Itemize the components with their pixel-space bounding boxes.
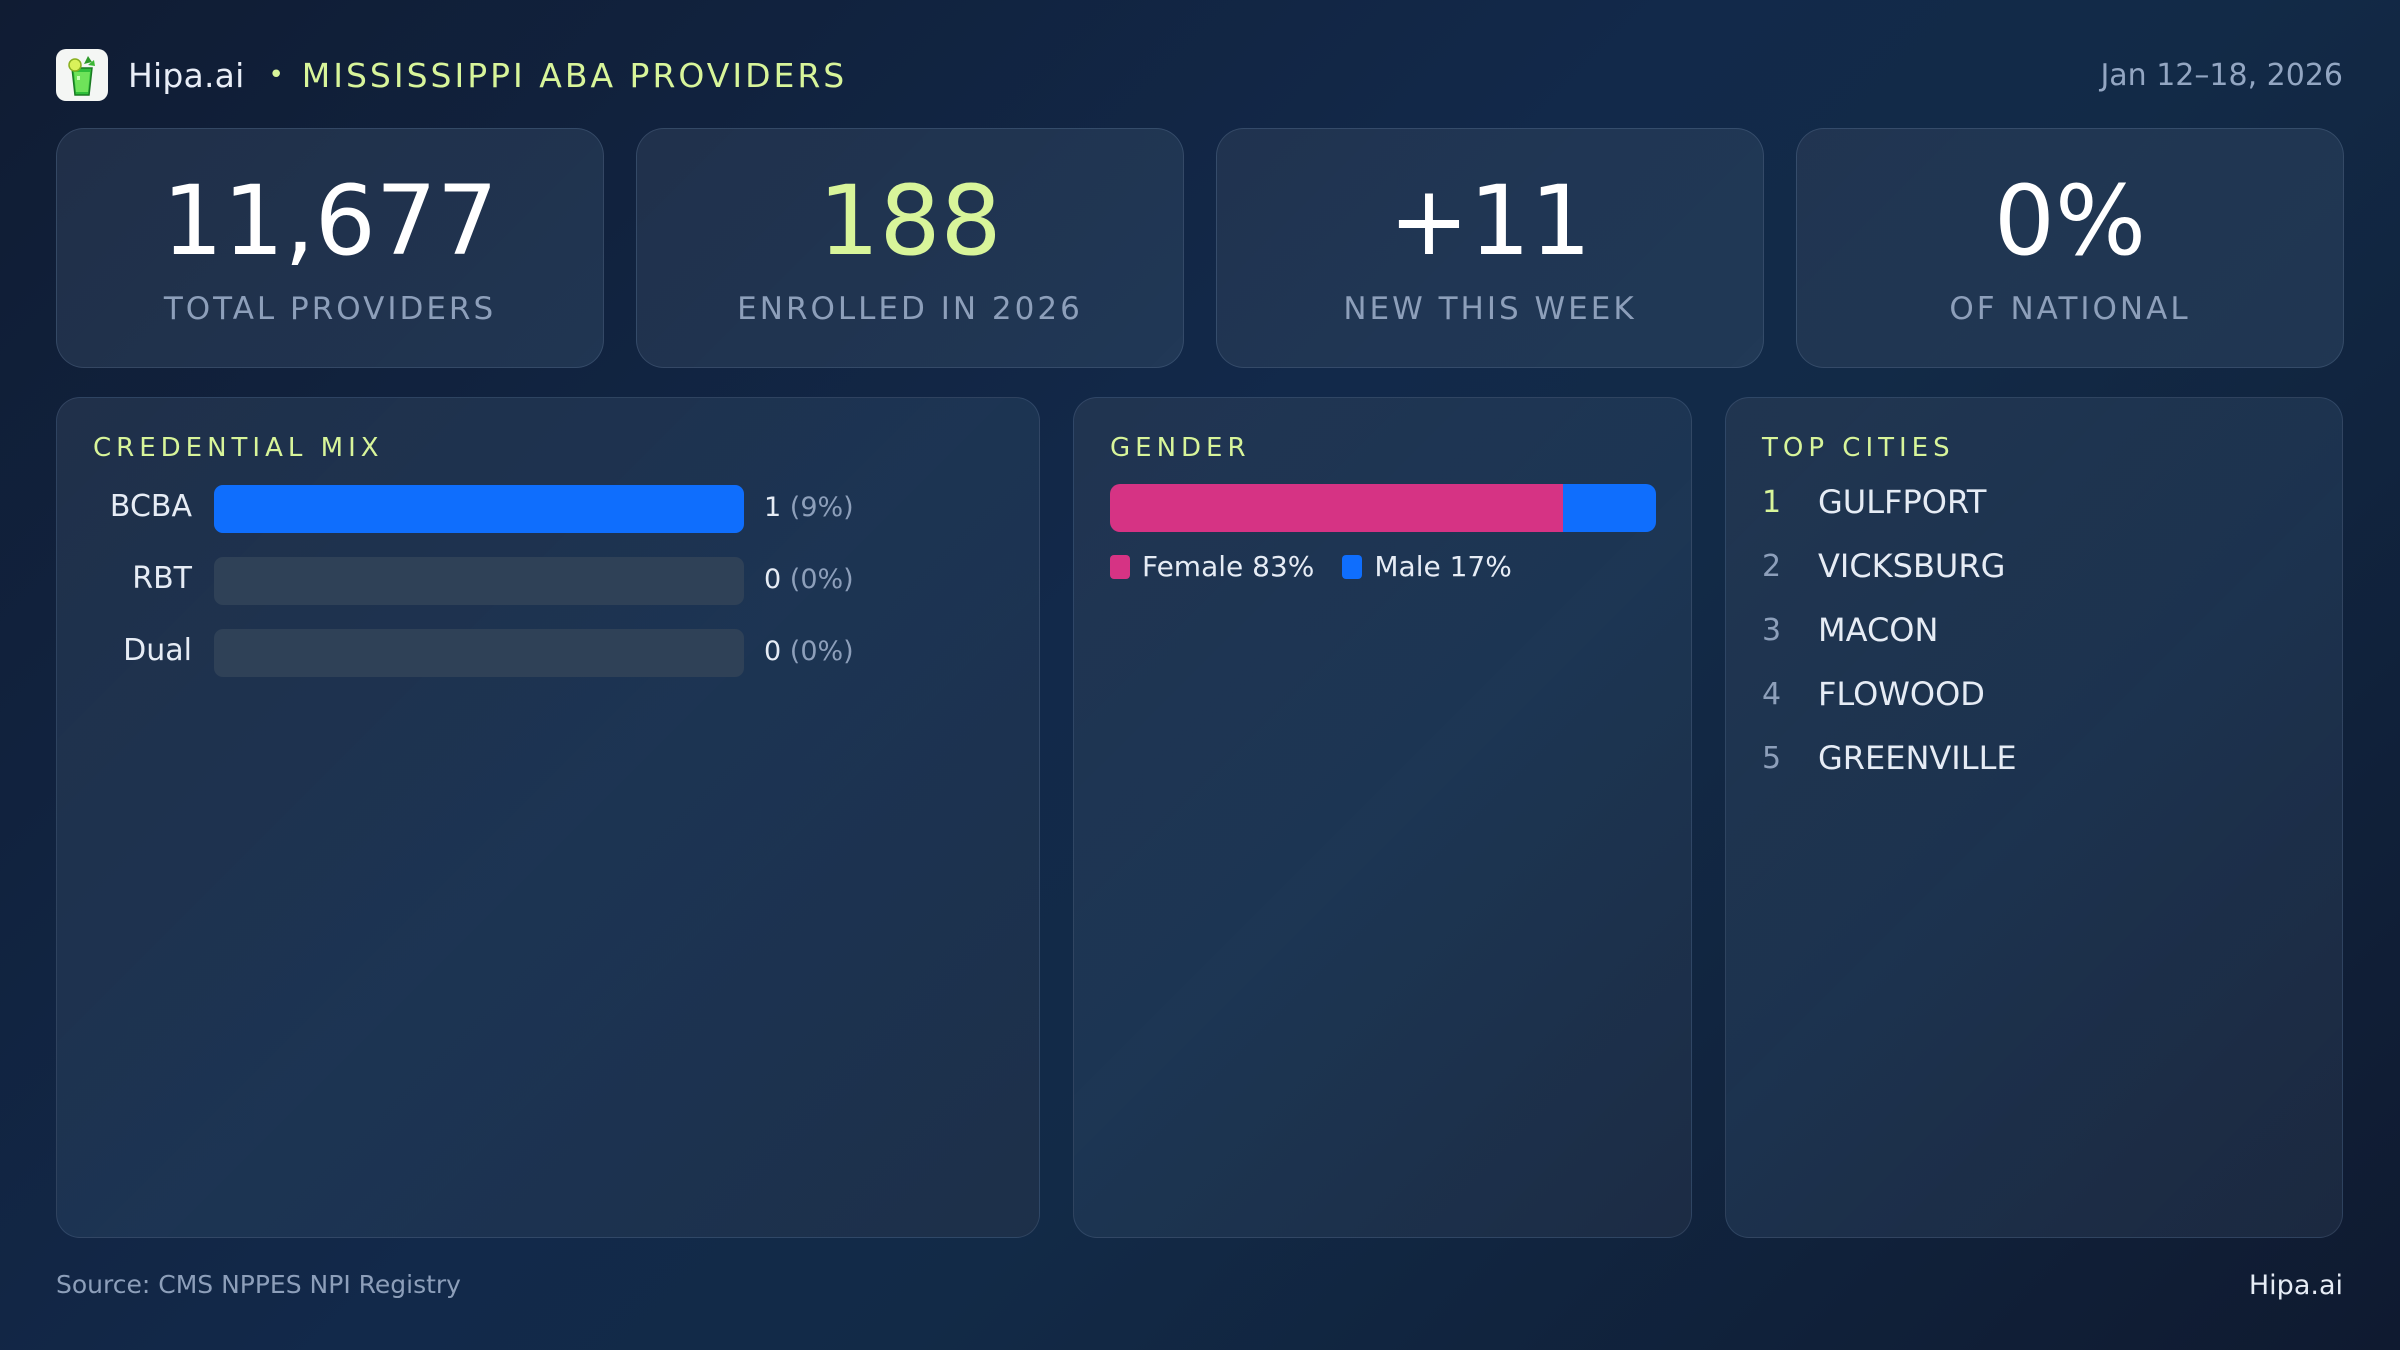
panel-title: GENDER bbox=[1110, 433, 1251, 463]
gender-segment-male bbox=[1563, 484, 1656, 532]
panel-title: CREDENTIAL MIX bbox=[93, 433, 384, 463]
female-swatch-icon bbox=[1110, 554, 1130, 579]
credential-value: 0 (0%) bbox=[764, 564, 854, 595]
city-list-item: 2 VICKSBURG bbox=[1762, 547, 2005, 585]
top-cities-panel: TOP CITIES 1 GULFPORT 2 VICKSBURG 3 MACO… bbox=[1725, 397, 2343, 1238]
city-list-item: 1 GULFPORT bbox=[1762, 483, 1986, 521]
city-name: MACON bbox=[1818, 611, 1939, 649]
brand-name: Hipa.ai bbox=[128, 55, 245, 95]
city-rank: 3 bbox=[1762, 612, 1782, 648]
credential-value: 0 (0%) bbox=[764, 636, 854, 667]
city-list-item: 5 GREENVILLE bbox=[1762, 739, 2017, 777]
kpi-label: NEW THIS WEEK bbox=[1343, 291, 1637, 327]
legend-item-male: Male 17% bbox=[1342, 550, 1512, 583]
kpi-card-total-providers: 11,677 TOTAL PROVIDERS bbox=[56, 128, 604, 368]
credential-bar-fill bbox=[214, 485, 744, 533]
kpi-card-enrolled-2026: 188 ENROLLED IN 2026 bbox=[636, 128, 1184, 368]
credential-mix-panel: CREDENTIAL MIX BCBA 1 (9%) RBT 0 (0%) Du… bbox=[56, 397, 1040, 1238]
city-rank: 1 bbox=[1762, 484, 1782, 520]
date-range: Jan 12–18, 2026 bbox=[2100, 57, 2343, 93]
credential-bar-track bbox=[214, 629, 744, 677]
kpi-card-of-national: 0% OF NATIONAL bbox=[1796, 128, 2344, 368]
logo bbox=[56, 49, 108, 101]
footer-source: Source: CMS NPPES NPI Registry bbox=[56, 1270, 461, 1299]
credential-row-bcba: BCBA 1 (9%) bbox=[57, 485, 1039, 533]
city-list-item: 3 MACON bbox=[1762, 611, 1938, 649]
legend-label: Male 17% bbox=[1374, 550, 1512, 583]
kpi-label: OF NATIONAL bbox=[1949, 291, 2191, 327]
separator-dot: • bbox=[268, 60, 284, 90]
kpi-value: 188 bbox=[818, 165, 1002, 277]
city-name: FLOWOOD bbox=[1818, 675, 1985, 713]
mojito-glass-icon bbox=[68, 56, 95, 96]
city-list-item: 4 FLOWOOD bbox=[1762, 675, 1985, 713]
city-rank: 4 bbox=[1762, 676, 1782, 712]
gender-legend: Female 83% Male 17% bbox=[1110, 550, 1540, 583]
panel-title: TOP CITIES bbox=[1762, 433, 1955, 463]
page-title: MISSISSIPPI ABA PROVIDERS bbox=[301, 55, 848, 95]
kpi-value: +11 bbox=[1388, 165, 1592, 277]
kpi-label: ENROLLED IN 2026 bbox=[737, 291, 1083, 327]
gender-stacked-bar bbox=[1110, 484, 1656, 532]
footer-brand: Hipa.ai bbox=[2248, 1270, 2343, 1301]
city-name: VICKSBURG bbox=[1818, 547, 2006, 585]
city-rank: 5 bbox=[1762, 740, 1782, 776]
header: Hipa.ai • MISSISSIPPI ABA PROVIDERS Jan … bbox=[56, 47, 2343, 103]
kpi-value: 0% bbox=[1993, 165, 2147, 277]
kpi-value: 11,677 bbox=[162, 165, 498, 277]
credential-label: BCBA bbox=[109, 489, 192, 524]
legend-label: Female 83% bbox=[1142, 550, 1315, 583]
credential-label: RBT bbox=[132, 561, 192, 596]
kpi-card-new-this-week: +11 NEW THIS WEEK bbox=[1216, 128, 1764, 368]
credential-value: 1 (9%) bbox=[764, 492, 854, 523]
city-name: GREENVILLE bbox=[1818, 739, 2017, 777]
credential-row-rbt: RBT 0 (0%) bbox=[57, 557, 1039, 605]
kpi-label: TOTAL PROVIDERS bbox=[163, 291, 497, 327]
gender-panel: GENDER Female 83% Male 17% bbox=[1073, 397, 1692, 1238]
city-name: GULFPORT bbox=[1818, 483, 1987, 521]
city-rank: 2 bbox=[1762, 548, 1782, 584]
credential-bar-track bbox=[214, 557, 744, 605]
credential-label: Dual bbox=[123, 633, 192, 668]
credential-bar-track bbox=[214, 485, 744, 533]
gender-segment-female bbox=[1110, 484, 1564, 532]
credential-row-dual: Dual 0 (0%) bbox=[57, 629, 1039, 677]
legend-item-female: Female 83% bbox=[1110, 550, 1314, 583]
male-swatch-icon bbox=[1342, 554, 1363, 579]
